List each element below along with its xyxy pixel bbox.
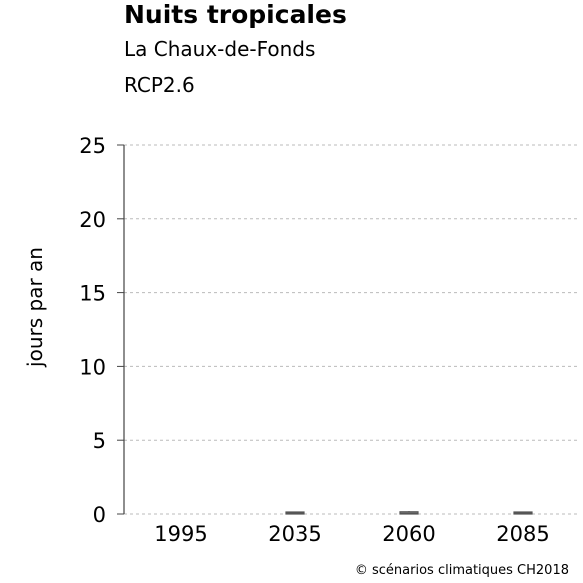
credit-text: © scénarios climatiques CH2018 xyxy=(354,563,569,578)
y-tick-label: 10 xyxy=(79,355,106,379)
chart-title: Nuits tropicales xyxy=(124,0,347,29)
x-tick-label: 2060 xyxy=(382,522,435,546)
y-tick-label: 15 xyxy=(79,282,106,306)
x-tick-label: 2035 xyxy=(268,522,321,546)
y-tick-label: 5 xyxy=(93,429,106,453)
chart-subtitle-scenario: RCP2.6 xyxy=(124,73,195,97)
y-tick-label: 0 xyxy=(93,503,106,527)
chart-subtitle-location: La Chaux-de-Fonds xyxy=(124,37,316,61)
y-tick-label: 25 xyxy=(79,134,106,158)
x-tick-label: 2085 xyxy=(496,522,549,546)
y-tick-label: 20 xyxy=(79,208,106,232)
x-tick-label: 1995 xyxy=(154,522,207,546)
